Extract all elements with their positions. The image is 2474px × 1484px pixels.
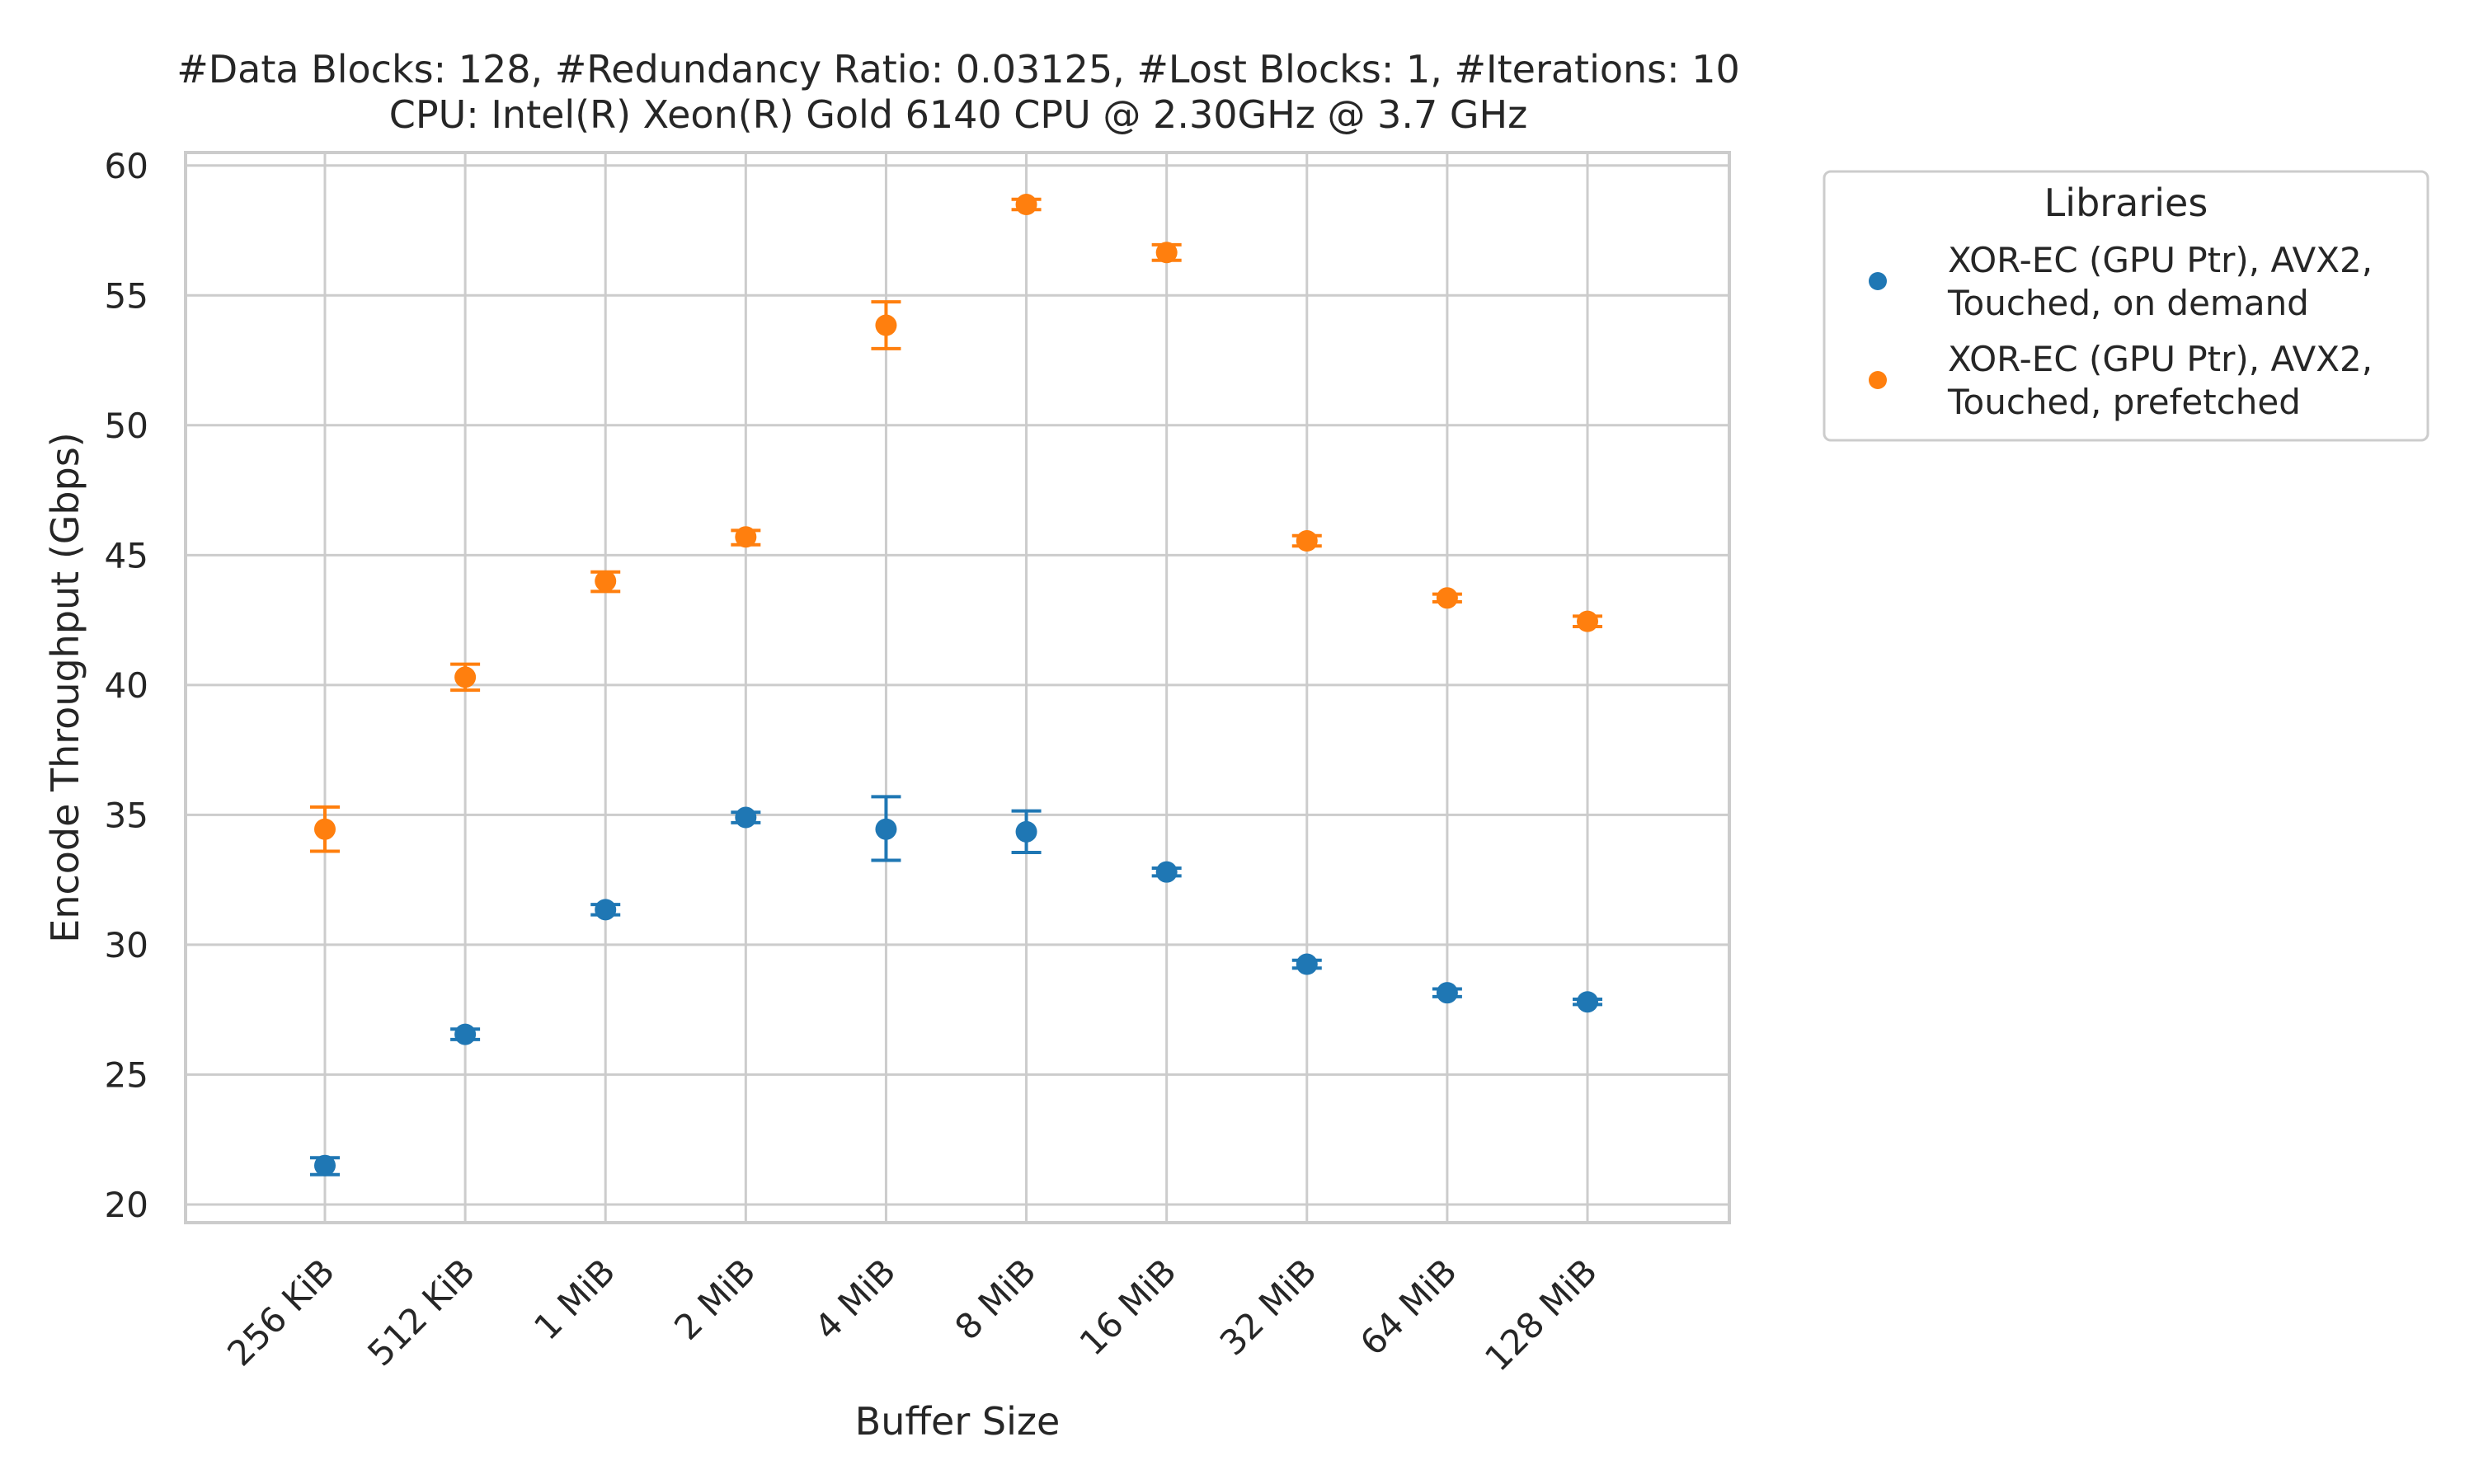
legend-label: XOR-EC (GPU Ptr), AVX2, — [1948, 240, 2373, 280]
chart-title: #Data Blocks: 128, #Redundancy Ratio: 0.… — [176, 47, 1740, 92]
x-axis-title: Buffer Size — [855, 1399, 1061, 1444]
y-tick-label: 35 — [105, 795, 148, 835]
legend-items: XOR-EC (GPU Ptr), AVX2,Touched, on deman… — [1869, 240, 2373, 422]
data-point — [1015, 820, 1037, 843]
plot-frame — [184, 151, 1731, 1224]
data-point — [735, 526, 757, 548]
legend-label: Touched, prefetched — [1947, 382, 2301, 422]
data-point — [454, 1023, 477, 1045]
data-point — [314, 1154, 336, 1176]
data-point — [454, 666, 477, 688]
plot-background — [186, 153, 1729, 1223]
data-point — [1155, 861, 1178, 883]
data-point — [595, 899, 617, 921]
data-point — [1436, 982, 1458, 1004]
series-layer — [310, 194, 1602, 1176]
y-tick-labels: 20 25 30 35 40 45 50 55 60 — [105, 146, 148, 1225]
y-axis-title: Encode Throughput (Gbps) — [43, 432, 87, 943]
chart-subtitle: CPU: Intel(R) Xeon(R) Gold 6140 CPU @ 2.… — [389, 92, 1528, 137]
data-point — [1436, 587, 1458, 609]
legend-label: XOR-EC (GPU Ptr), AVX2, — [1948, 339, 2373, 379]
data-point — [1296, 953, 1318, 975]
legend-marker — [1869, 371, 1887, 389]
legend-marker — [1869, 272, 1887, 290]
legend-frame — [1823, 170, 2429, 442]
data-point — [735, 806, 757, 829]
legend: Libraries XOR-EC (GPU Ptr), AVX2,Touched… — [1823, 170, 2429, 442]
series-2 — [310, 194, 1602, 853]
y-tick-label: 30 — [105, 925, 148, 965]
data-point — [1296, 529, 1318, 552]
plot-area — [184, 151, 1731, 1224]
data-point — [1015, 194, 1037, 216]
legend-label: Touched, on demand — [1947, 283, 2309, 323]
data-point — [1155, 242, 1178, 264]
data-point — [314, 818, 336, 840]
data-point — [875, 818, 897, 840]
data-point — [1577, 610, 1598, 632]
y-tick-label: 55 — [105, 275, 148, 316]
y-tick-label: 25 — [105, 1054, 148, 1095]
y-tick-label: 60 — [105, 146, 148, 186]
data-point — [595, 570, 617, 592]
legend-title: Libraries — [2044, 181, 2208, 225]
y-tick-label: 50 — [105, 406, 148, 446]
y-tick-label: 20 — [105, 1185, 148, 1225]
data-point — [1577, 991, 1598, 1013]
data-point — [875, 314, 897, 336]
y-tick-label: 45 — [105, 535, 148, 575]
y-tick-label: 40 — [105, 665, 148, 706]
series-1 — [310, 795, 1602, 1176]
